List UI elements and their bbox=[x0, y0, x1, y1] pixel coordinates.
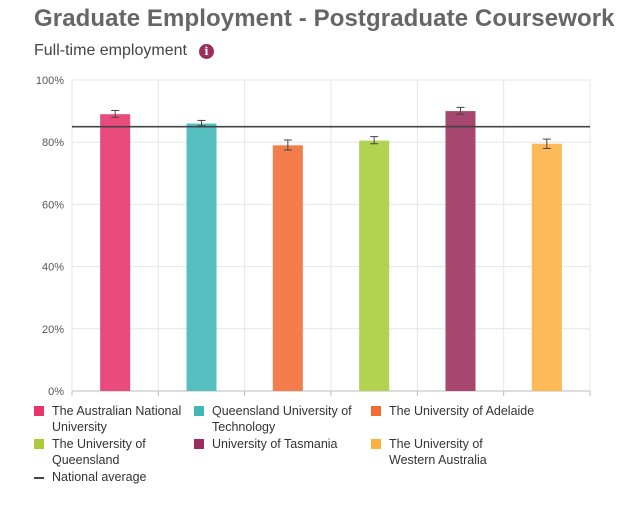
bar[interactable] bbox=[100, 114, 131, 392]
legend-swatch bbox=[34, 439, 44, 449]
legend-line-swatch bbox=[34, 477, 44, 479]
legend-swatch bbox=[34, 406, 44, 416]
info-icon[interactable]: i bbox=[198, 43, 214, 59]
legend-label: The University of Adelaide bbox=[389, 404, 535, 418]
legend-item-anu[interactable]: The Australian National University bbox=[34, 403, 184, 435]
bar[interactable] bbox=[186, 123, 217, 391]
legend-item-national-average[interactable]: National average bbox=[34, 469, 184, 485]
bar-highlight bbox=[272, 145, 303, 391]
y-tick-label: 100% bbox=[36, 75, 64, 87]
legend-label: University of Tasmania bbox=[212, 437, 338, 451]
legend-swatch bbox=[371, 406, 381, 416]
bar[interactable] bbox=[359, 140, 390, 391]
legend-swatch bbox=[371, 439, 381, 449]
y-tick-label: 60% bbox=[42, 199, 64, 211]
page-title: Graduate Employment - Postgraduate Cours… bbox=[34, 5, 615, 32]
bar-highlight bbox=[531, 143, 562, 391]
y-tick-label: 40% bbox=[42, 262, 64, 274]
legend-item-queensland[interactable]: The University of Queensland bbox=[34, 436, 184, 468]
y-tick-label: 20% bbox=[42, 324, 64, 336]
legend-swatch bbox=[194, 439, 204, 449]
legend-item-tasmania[interactable]: University of Tasmania bbox=[194, 436, 364, 452]
bar-highlight bbox=[359, 140, 390, 391]
chart-grid bbox=[71, 79, 591, 396]
bar-chart: 0% 20% 40% 60% 80% 100% bbox=[36, 75, 591, 398]
bar[interactable] bbox=[531, 143, 562, 391]
y-tick-label: 0% bbox=[48, 386, 64, 398]
bar-highlight bbox=[186, 123, 217, 391]
legend-swatch bbox=[194, 406, 204, 416]
legend-item-adelaide[interactable]: The University of Adelaide bbox=[371, 403, 571, 419]
y-axis-ticks: 0% 20% 40% 60% 80% 100% bbox=[36, 75, 64, 398]
y-tick-label: 80% bbox=[42, 137, 64, 149]
chart-subtitle: Full-time employment i bbox=[34, 42, 214, 60]
bar-highlight bbox=[100, 114, 131, 392]
legend-label: Queensland University of Technology bbox=[212, 404, 352, 434]
legend-item-uwa[interactable]: The University of Western Australia bbox=[371, 436, 531, 468]
bar[interactable] bbox=[445, 111, 476, 391]
bar-highlight bbox=[445, 111, 476, 391]
subtitle-label: Full-time employment bbox=[34, 42, 187, 59]
bar[interactable] bbox=[272, 145, 303, 391]
error-bars bbox=[111, 106, 551, 151]
legend-label: The University of Western Australia bbox=[389, 437, 487, 467]
legend-label: The University of Queensland bbox=[52, 437, 146, 467]
legend-label: National average bbox=[52, 470, 147, 484]
legend-label: The Australian National University bbox=[52, 404, 182, 434]
legend-item-qut[interactable]: Queensland University of Technology bbox=[194, 403, 364, 435]
chart-bars bbox=[100, 111, 562, 392]
